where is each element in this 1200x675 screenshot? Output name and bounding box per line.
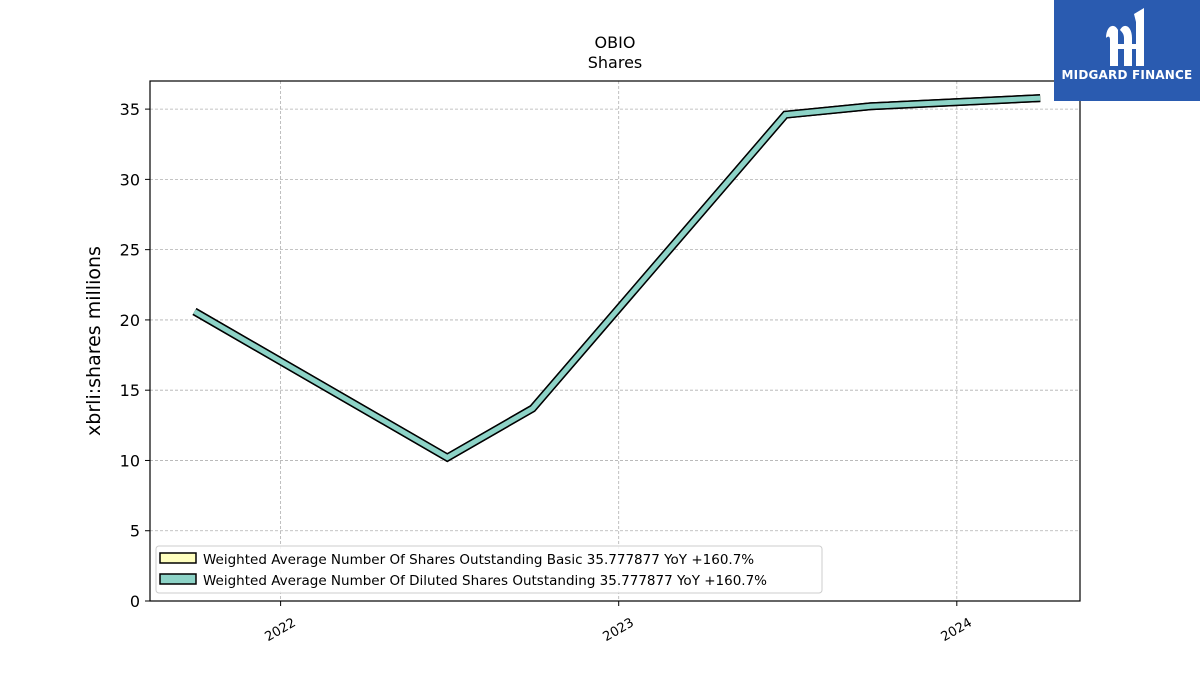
x-tick-label: 2022 xyxy=(262,615,298,645)
brand-logo: MIDGARD FINANCE xyxy=(1054,0,1200,101)
legend-swatch-basic xyxy=(159,552,197,564)
legend: Weighted Average Number Of Shares Outsta… xyxy=(155,545,823,594)
y-tick-label: 25 xyxy=(120,241,140,260)
y-axis: 0 5 10 15 20 25 30 35 xyxy=(120,100,150,611)
y-tick-label: 0 xyxy=(130,592,140,611)
y-tick-label: 15 xyxy=(120,381,140,400)
y-tick-label: 30 xyxy=(120,170,140,189)
legend-label-diluted: Weighted Average Number Of Diluted Share… xyxy=(203,573,767,589)
series-stroke xyxy=(193,95,1041,461)
x-tick-label: 2023 xyxy=(601,615,637,645)
series-outline xyxy=(192,94,1041,463)
y-axis-label: xbrli:shares millions xyxy=(83,246,105,436)
logo-text: MIDGARD FINANCE xyxy=(1061,68,1193,82)
y-tick-label: 5 xyxy=(130,522,140,541)
y-tick-label: 35 xyxy=(120,100,140,119)
x-tick-label: 2024 xyxy=(939,615,975,645)
series-line-basic xyxy=(192,94,1041,463)
plot-frame xyxy=(149,80,1081,602)
chart-subtitle: Shares xyxy=(588,53,643,72)
series-outline xyxy=(192,94,1041,463)
grid xyxy=(150,81,1080,602)
y-tick-label: 20 xyxy=(120,311,140,330)
legend-box xyxy=(155,545,823,594)
midgard-logo-icon xyxy=(1106,8,1144,66)
legend-label-basic: Weighted Average Number Of Shares Outsta… xyxy=(203,552,754,568)
chart-title: OBIO xyxy=(595,33,636,52)
y-tick-label: 10 xyxy=(120,451,140,470)
x-axis: 2022 2023 2024 xyxy=(262,601,975,645)
series-stroke xyxy=(193,95,1041,461)
series-line-diluted xyxy=(192,94,1041,463)
legend-swatch-diluted xyxy=(159,573,197,585)
series-layer xyxy=(192,94,1041,463)
